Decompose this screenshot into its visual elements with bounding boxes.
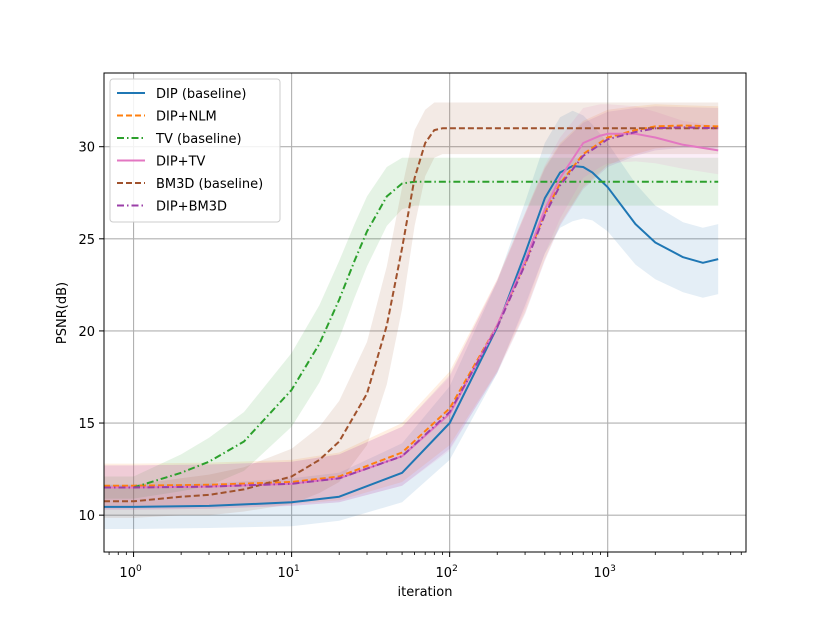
band-series-2 [104, 157, 719, 499]
line-series-3 [104, 132, 719, 489]
line-series-0 [104, 165, 719, 508]
confidence-bands [104, 102, 719, 530]
y-axis-title: PSNR(dB) [55, 282, 70, 344]
band-series-5 [104, 106, 719, 510]
series-lines [104, 124, 719, 508]
legend-label-0: DIP (baseline) [156, 87, 246, 102]
legend-label-4: BM3D (baseline) [156, 177, 263, 192]
band-series-3 [104, 104, 719, 510]
y-tick-label: 15 [78, 417, 95, 432]
band-series-1 [104, 104, 719, 508]
legend-label-5: DIP+BM3D [156, 200, 227, 215]
legend-label-1: DIP+NLM [156, 110, 217, 125]
line-series-2 [104, 180, 719, 489]
legend: DIP (baseline) DIP+NLM TV (baseline) DIP+TV… [109, 78, 281, 223]
x-axis-title: iteration [398, 585, 453, 600]
y-tick-label: 25 [78, 233, 95, 248]
y-tick-label: 10 [78, 509, 95, 524]
band-series-4 [104, 102, 719, 518]
y-tick-label: 20 [78, 325, 95, 340]
legend-label-2: TV (baseline) [155, 132, 242, 147]
line-series-4 [104, 127, 719, 503]
y-tick-label: 30 [78, 141, 95, 156]
legend-box [109, 78, 281, 223]
band-series-0 [104, 110, 719, 530]
legend-label-3: DIP+TV [156, 155, 206, 170]
line-series-5 [104, 126, 719, 489]
